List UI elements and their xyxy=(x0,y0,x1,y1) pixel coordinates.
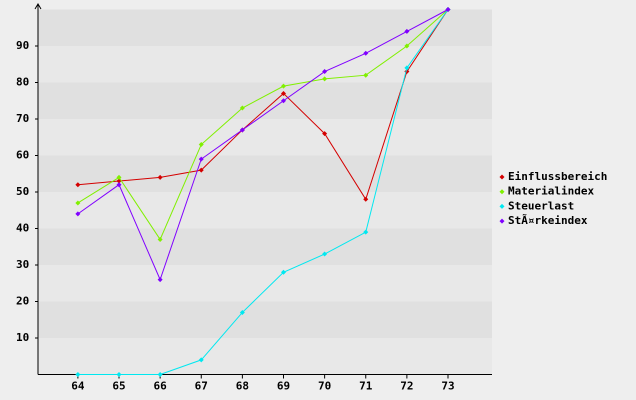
plot-band xyxy=(38,301,492,338)
series-line xyxy=(77,9,449,201)
point xyxy=(239,309,245,315)
point xyxy=(239,105,245,111)
plot-band xyxy=(38,119,492,156)
point xyxy=(75,200,81,206)
legend-label: Einflussbereich xyxy=(508,170,607,183)
x-tick-label: 72 xyxy=(400,380,413,393)
point xyxy=(281,269,287,275)
x-tick-label: 67 xyxy=(195,380,208,393)
series-line xyxy=(77,9,449,375)
y-tick-label: 80 xyxy=(16,76,29,89)
point xyxy=(363,50,369,56)
point xyxy=(198,156,204,162)
legend-marker xyxy=(499,203,505,209)
point xyxy=(281,98,287,104)
point xyxy=(157,277,163,283)
point xyxy=(157,372,163,377)
y-tick-label: 90 xyxy=(16,39,29,52)
plot-band xyxy=(38,338,492,375)
plot-band xyxy=(38,155,492,192)
point xyxy=(239,127,245,133)
point xyxy=(363,229,369,235)
y-tick-label: 60 xyxy=(16,149,29,162)
point xyxy=(404,65,410,71)
point xyxy=(322,251,328,257)
point xyxy=(157,174,163,180)
y-tick-label: 10 xyxy=(16,331,29,344)
y-tick-label: 50 xyxy=(16,185,29,198)
point xyxy=(157,236,163,242)
point xyxy=(322,131,328,137)
point xyxy=(75,182,81,188)
x-tick-label: 73 xyxy=(441,380,454,393)
point xyxy=(363,196,369,202)
series-line xyxy=(77,9,449,281)
point xyxy=(116,372,122,377)
point xyxy=(322,69,328,75)
plot-band xyxy=(38,228,492,265)
point xyxy=(75,372,81,377)
point xyxy=(363,72,369,78)
legend-marker xyxy=(499,189,505,195)
legend-marker xyxy=(499,174,505,180)
point xyxy=(404,43,410,49)
point xyxy=(116,182,122,188)
point xyxy=(198,167,204,173)
y-axis-arrow xyxy=(34,3,42,10)
series-line xyxy=(77,9,449,241)
point xyxy=(404,28,410,34)
y-tick-label: 40 xyxy=(16,222,29,235)
y-tick-label: 20 xyxy=(16,295,29,308)
point xyxy=(281,90,287,96)
x-tick-label: 70 xyxy=(318,380,331,393)
plot-band xyxy=(38,192,492,229)
point xyxy=(116,174,122,180)
x-tick-label: 71 xyxy=(359,380,373,393)
point xyxy=(198,142,204,148)
legend-label: StÃ¤rkeindex xyxy=(508,214,588,227)
x-tick-label: 66 xyxy=(154,380,168,393)
legend-label: Steuerlast xyxy=(508,199,574,212)
point xyxy=(75,211,81,217)
plot-band xyxy=(38,82,492,119)
legend-marker xyxy=(499,218,505,224)
x-tick-label: 69 xyxy=(277,380,290,393)
x-tick-label: 64 xyxy=(71,380,85,393)
x-tick-label: 68 xyxy=(236,380,249,393)
legend-label: Materialindex xyxy=(508,185,594,198)
point xyxy=(198,357,204,363)
y-tick-label: 70 xyxy=(16,112,29,125)
y-tick-label: 30 xyxy=(16,258,29,271)
x-tick-label: 65 xyxy=(112,380,125,393)
plot-band xyxy=(38,46,492,83)
plot-band xyxy=(38,265,492,302)
point xyxy=(322,76,328,82)
plot-band xyxy=(38,9,492,46)
point xyxy=(281,83,287,89)
point xyxy=(445,7,451,12)
